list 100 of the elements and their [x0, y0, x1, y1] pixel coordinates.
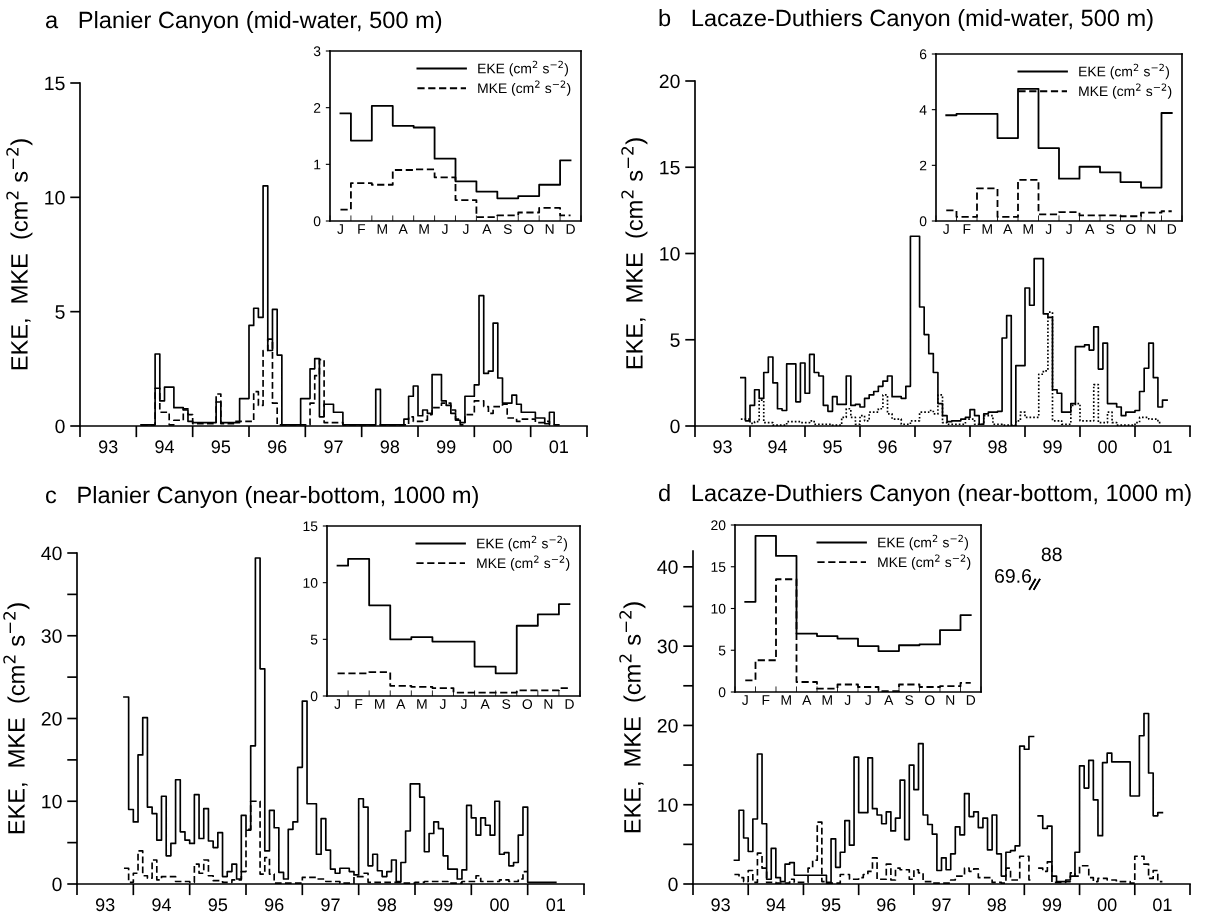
x-tick-label: J [844, 695, 851, 705]
x-tick-label: J [334, 699, 340, 709]
y-axis-title: EKE, MKE (cm$^{2}$ s$^{−2}$) [621, 138, 648, 369]
y-tick-label: 3 [313, 46, 321, 57]
y-tick-label: 10 [658, 798, 678, 812]
x-tick-label: F [355, 699, 363, 709]
y-tick-label: 15 [45, 76, 65, 91]
y-tick-label: 15 [660, 160, 680, 175]
x-tick-label: O [522, 699, 533, 709]
x-tick-label: M [377, 224, 387, 234]
x-tick-label: D [566, 224, 575, 234]
x-tick-label: 94 [766, 898, 786, 912]
x-tick-label: 96 [877, 898, 896, 912]
y-tick-label: 5 [670, 333, 680, 347]
legend-label: MKE (cm$^{2}$ s$^{−2}$) [1079, 83, 1172, 99]
x-tick-label: 98 [988, 440, 1007, 454]
x-tick-label: J [460, 699, 467, 709]
x-tick-label: F [762, 695, 770, 705]
y-tick-label: 5 [718, 645, 726, 656]
x-tick-label: 93 [95, 898, 115, 912]
x-tick-label: 01 [546, 898, 565, 912]
x-tick-label: F [963, 224, 971, 234]
x-tick-label: M [1023, 224, 1033, 234]
x-tick-label: N [1147, 224, 1156, 234]
legend-label: EKE (cm$^{2}$ s$^{−2}$) [478, 60, 569, 77]
y-tick-label: 1 [314, 159, 321, 170]
x-tick-label: 01 [549, 440, 568, 454]
x-tick-label: J [462, 224, 469, 234]
y-tick-label: 0 [52, 877, 62, 892]
y-tick-label: 5 [55, 305, 65, 319]
x-tick-label: 96 [264, 898, 284, 912]
y-tick-label: 0 [55, 419, 65, 434]
x-tick-label: A [480, 699, 490, 709]
x-tick-label: A [482, 224, 492, 234]
x-tick-label: 97 [324, 440, 343, 454]
y-tick-label: 2 [313, 103, 321, 113]
y-tick-label: 20 [41, 711, 62, 726]
y-tick-label: 10 [303, 578, 318, 588]
chart-title: c Planier Canyon (near-bottom, 1000 m) [46, 485, 478, 508]
y-axis-title: EKE, MKE (cm$^{2}$ s$^{−2}$) [619, 602, 646, 833]
legend-label: EKE (cm$^{2}$ s$^{−2}$) [878, 534, 969, 551]
x-tick-label: J [439, 699, 446, 709]
x-tick-label: O [523, 224, 534, 234]
x-tick-label: N [544, 699, 553, 709]
x-tick-label: S [503, 224, 512, 234]
legend-label: EKE (cm$^{2}$ s$^{−2}$) [477, 535, 568, 552]
x-tick-label: J [441, 224, 448, 234]
annotation: 69.6 [995, 569, 1032, 583]
x-tick-label: A [1085, 224, 1095, 234]
x-tick-label: 95 [208, 898, 228, 912]
x-tick-label: N [946, 695, 955, 705]
legend-label: MKE (cm$^{2}$ s$^{−2}$) [478, 80, 571, 96]
y-tick-label: 0 [670, 419, 680, 434]
y-tick-label: 20 [711, 520, 726, 531]
x-tick-label: A [396, 699, 406, 709]
x-tick-label: M [982, 224, 992, 234]
annotation: 88 [1041, 547, 1062, 562]
legend-label: MKE (cm$^{2}$ s$^{−2}$) [878, 554, 971, 570]
chart-title: d Lacaze-Duthiers Canyon (near-bottom, 1000 m) [658, 483, 1191, 506]
x-tick-label: 98 [380, 440, 400, 454]
y-tick-label: 5 [310, 634, 318, 645]
x-tick-label: 95 [823, 440, 842, 454]
x-tick-label: A [884, 695, 894, 705]
x-tick-label: M [419, 224, 429, 234]
x-tick-label: J [1065, 224, 1072, 234]
y-tick-label: 0 [310, 691, 318, 702]
y-tick-label: 0 [313, 216, 321, 227]
legend-label: MKE (cm$^{2}$ s$^{−2}$) [477, 555, 570, 571]
x-tick-label: J [741, 695, 748, 705]
x-tick-label: 95 [821, 898, 841, 912]
y-tick-label: 15 [711, 562, 726, 572]
x-tick-label: J [337, 224, 343, 234]
x-tick-label: 94 [155, 440, 175, 454]
y-tick-label: 15 [303, 521, 318, 532]
x-tick-label: M [417, 699, 427, 709]
x-tick-label: 99 [1042, 898, 1062, 912]
legend-label: EKE (cm$^{2}$ s$^{−2}$) [1079, 63, 1170, 80]
y-tick-label: 30 [41, 629, 62, 643]
x-tick-label: 96 [878, 440, 897, 454]
x-tick-label: 00 [1098, 440, 1117, 454]
x-tick-label: 95 [211, 440, 231, 454]
y-tick-label: 2 [919, 160, 927, 171]
x-tick-label: J [864, 695, 871, 705]
x-tick-label: 97 [932, 898, 951, 912]
y-tick-label: 30 [657, 639, 678, 654]
x-tick-label: J [942, 224, 949, 234]
y-axis-title: EKE, MKE (cm$^{2}$ s$^{−2}$) [3, 603, 30, 834]
y-tick-label: 10 [711, 603, 726, 614]
x-tick-label: O [1126, 224, 1136, 234]
x-tick-label: A [1003, 224, 1013, 234]
x-tick-label: S [1106, 224, 1115, 234]
x-tick-label: 96 [267, 440, 287, 454]
x-tick-label: M [781, 695, 791, 705]
y-axis-title: EKE, MKE (cm$^{2}$ s$^{−2}$) [6, 139, 33, 370]
y-tick-label: 0 [919, 216, 927, 227]
x-tick-label: 93 [98, 440, 118, 454]
x-tick-label: 94 [768, 440, 788, 454]
chart-title: b Lacaze-Duthiers Canyon (mid-water, 500 m) [659, 9, 1153, 32]
x-tick-label: 00 [490, 898, 509, 912]
x-tick-label: 93 [713, 440, 732, 454]
